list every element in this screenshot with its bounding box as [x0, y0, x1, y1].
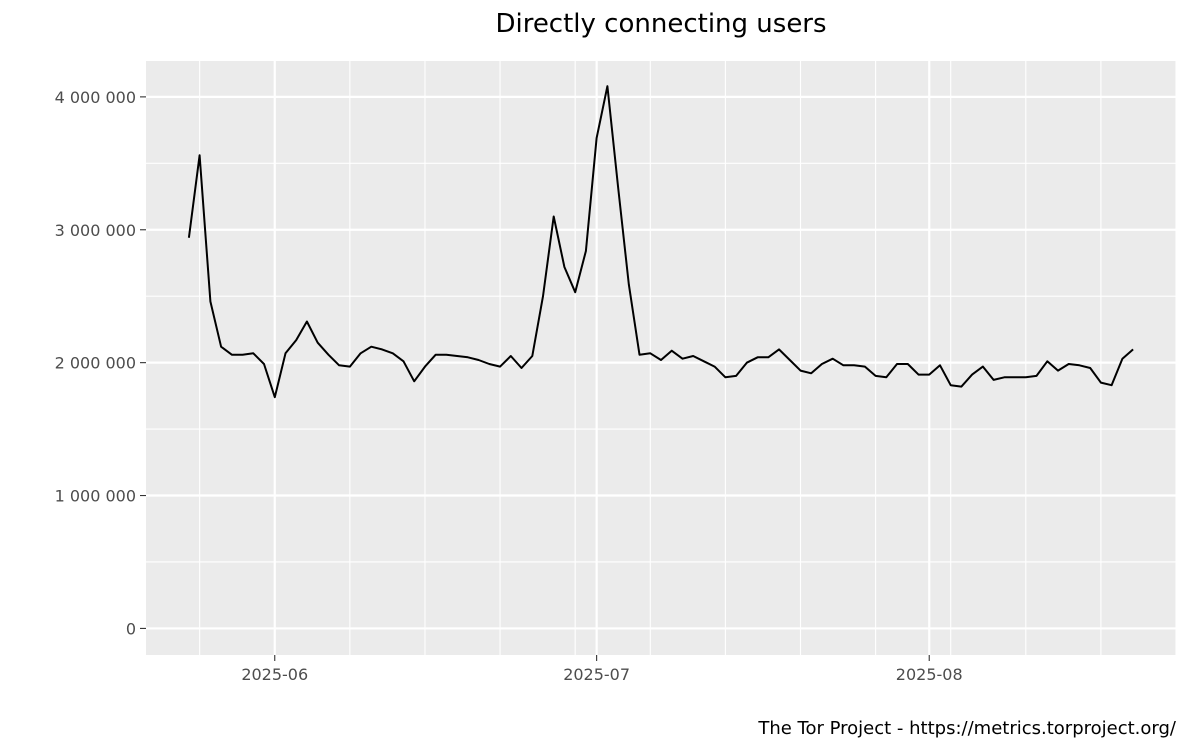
y-tick-label: 2 000 000	[55, 354, 136, 373]
major-gridlines	[146, 61, 1176, 655]
series-layer	[187, 85, 1134, 399]
x-tick-label: 2025-06	[241, 665, 308, 684]
y-tick-label: 1 000 000	[55, 487, 136, 506]
y-tick-label: 4 000 000	[55, 88, 136, 107]
y-tick-label: 0	[126, 619, 136, 638]
chart-title: Directly connecting users	[495, 9, 826, 39]
y-axis: 0 1 000 000 2 000 000 3 000 000 4 000 000	[55, 88, 146, 638]
chart-caption: The Tor Project - https://metrics.torpro…	[757, 718, 1177, 739]
x-tick-label: 2025-07	[563, 665, 630, 684]
series-line-directly-connecting-users	[187, 85, 1134, 399]
plot-panel	[146, 61, 1176, 655]
y-tick-label: 3 000 000	[55, 221, 136, 240]
x-axis: 2025-06 2025-07 2025-08	[241, 655, 963, 684]
x-tick-label: 2025-08	[896, 665, 963, 684]
